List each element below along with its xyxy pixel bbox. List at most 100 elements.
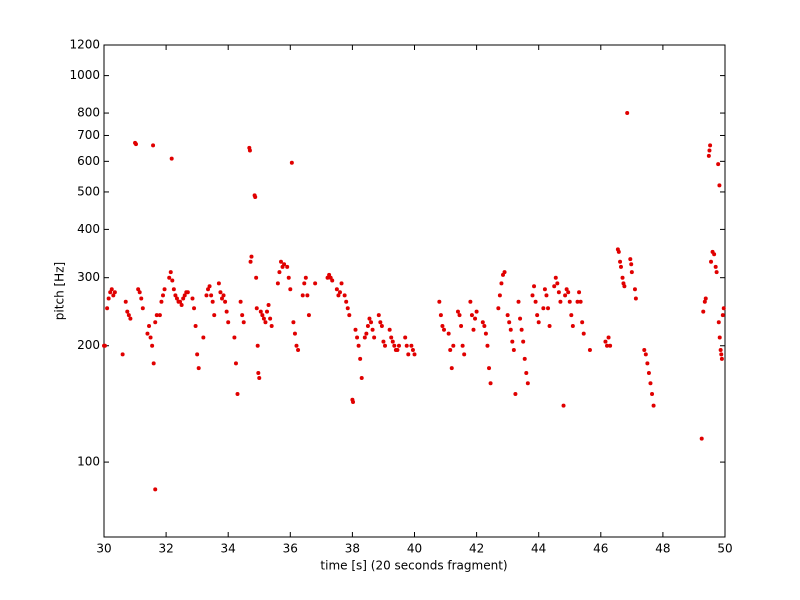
- point: [650, 392, 655, 397]
- point: [254, 275, 259, 280]
- point: [404, 343, 409, 348]
- point: [256, 371, 261, 376]
- point: [342, 293, 347, 298]
- point: [525, 381, 530, 386]
- point: [719, 352, 724, 357]
- point: [546, 306, 551, 311]
- point: [226, 320, 231, 325]
- point: [575, 299, 580, 304]
- point: [192, 306, 197, 311]
- point: [219, 296, 224, 301]
- point: [339, 281, 344, 286]
- point: [275, 281, 280, 286]
- point: [145, 331, 150, 336]
- point: [448, 347, 453, 352]
- y-tick-label: 700: [77, 128, 100, 142]
- point: [294, 343, 299, 348]
- point: [474, 309, 479, 314]
- point: [258, 309, 263, 314]
- point: [716, 162, 721, 167]
- point: [153, 487, 158, 492]
- point: [648, 381, 653, 386]
- point: [703, 296, 708, 301]
- point: [396, 343, 401, 348]
- point: [620, 275, 625, 280]
- x-tick-label: 46: [593, 542, 608, 556]
- point: [536, 320, 541, 325]
- point: [618, 264, 623, 269]
- point: [278, 259, 283, 264]
- point: [292, 331, 297, 336]
- point: [358, 356, 363, 361]
- point: [296, 347, 301, 352]
- point: [605, 343, 610, 348]
- point: [487, 366, 492, 371]
- point: [303, 275, 308, 280]
- point: [169, 156, 174, 161]
- point: [403, 335, 408, 340]
- point: [365, 323, 370, 328]
- point: [151, 361, 156, 366]
- point: [629, 262, 634, 267]
- point: [480, 320, 485, 325]
- point: [569, 313, 574, 318]
- point: [247, 148, 252, 153]
- point: [390, 339, 395, 344]
- point: [136, 287, 141, 292]
- point: [218, 290, 223, 295]
- point: [378, 320, 383, 325]
- x-tick-label: 32: [158, 542, 173, 556]
- point: [533, 299, 538, 304]
- y-tick-label: 500: [77, 184, 100, 198]
- point: [305, 293, 310, 298]
- point: [206, 287, 211, 292]
- y-tick-label: 400: [77, 222, 100, 236]
- point: [468, 299, 473, 304]
- point: [629, 270, 634, 275]
- point: [133, 142, 138, 147]
- point: [714, 270, 719, 275]
- point: [255, 343, 260, 348]
- point: [344, 299, 349, 304]
- point: [578, 299, 583, 304]
- point: [709, 259, 714, 264]
- point: [625, 111, 630, 116]
- point: [555, 281, 560, 286]
- point: [347, 313, 352, 318]
- point: [162, 287, 167, 292]
- point: [451, 343, 456, 348]
- point: [253, 195, 258, 200]
- point: [564, 287, 569, 292]
- point: [111, 293, 116, 298]
- point: [376, 313, 381, 318]
- point: [112, 290, 117, 295]
- point: [260, 313, 265, 318]
- point: [148, 335, 153, 340]
- point: [238, 299, 243, 304]
- point: [381, 339, 386, 344]
- point: [643, 352, 648, 357]
- point: [196, 366, 201, 371]
- point: [532, 284, 537, 289]
- x-tick-label: 44: [531, 542, 546, 556]
- point: [566, 290, 571, 295]
- point: [369, 320, 374, 325]
- point: [330, 278, 335, 283]
- point: [719, 356, 724, 361]
- point: [482, 323, 487, 328]
- y-axis-label: pitch [Hz]: [53, 262, 67, 320]
- y-tick-label: 800: [77, 106, 100, 120]
- point: [712, 252, 717, 257]
- point: [125, 309, 130, 314]
- x-tick-label: 42: [469, 542, 484, 556]
- point: [223, 299, 228, 304]
- point: [707, 148, 712, 153]
- point: [289, 160, 294, 165]
- point: [720, 313, 725, 318]
- point: [120, 352, 125, 357]
- point: [109, 287, 114, 292]
- point: [139, 296, 144, 301]
- point: [359, 376, 364, 381]
- point: [174, 296, 179, 301]
- y-tick-label: 300: [77, 270, 100, 284]
